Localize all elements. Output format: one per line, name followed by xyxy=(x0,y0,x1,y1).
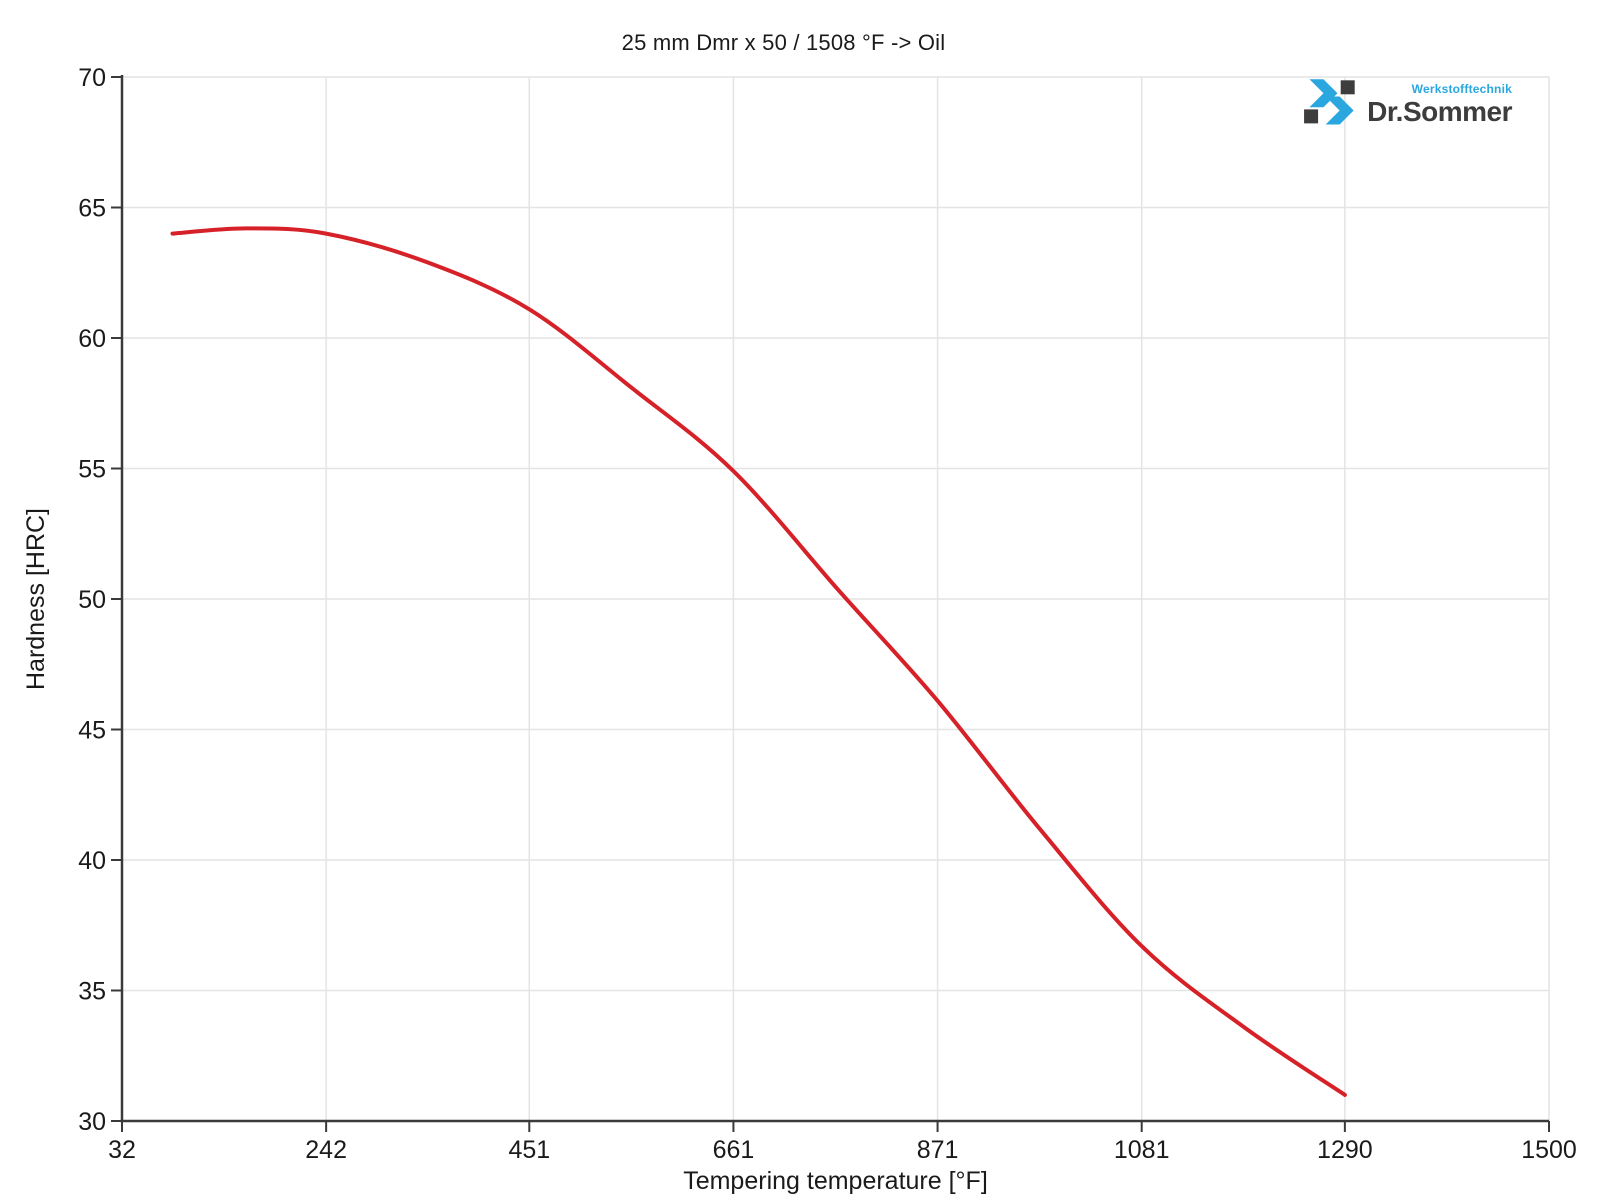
x-tick-label: 1290 xyxy=(1317,1136,1373,1164)
y-tick-label: 35 xyxy=(78,978,106,1006)
x-tick-label: 32 xyxy=(108,1136,136,1164)
tick-marks xyxy=(111,76,1550,1132)
x-tick-labels: 32 242 451 661 871 1081 1290 1500 xyxy=(108,1136,1577,1164)
x-tick-label: 451 xyxy=(508,1136,550,1164)
x-tick-label: 661 xyxy=(713,1136,755,1164)
y-tick-label: 65 xyxy=(78,195,106,223)
y-tick-label: 45 xyxy=(78,717,106,745)
y-tick-label: 70 xyxy=(78,64,106,92)
y-tick-label: 50 xyxy=(78,586,106,614)
logo-square-top-right xyxy=(1340,80,1355,95)
y-tick-label: 55 xyxy=(78,456,106,484)
logo-chevron-top xyxy=(1309,79,1338,108)
y-axis-title: Hardness [HRC] xyxy=(22,508,50,690)
logo-tagline: Werkstofftechnik xyxy=(1411,82,1512,96)
y-tick-label: 30 xyxy=(78,1108,106,1136)
chart-title: 25 mm Dmr x 50 / 1508 °F -> Oil xyxy=(621,30,946,55)
logo-brand: Dr.Sommer xyxy=(1367,96,1512,127)
y-tick-label: 60 xyxy=(78,325,106,353)
x-tick-label: 1081 xyxy=(1114,1136,1170,1164)
y-tick-label: 40 xyxy=(78,847,106,875)
dr-sommer-logo-icon xyxy=(1304,79,1355,125)
x-tick-label: 871 xyxy=(917,1136,959,1164)
logo-chevron-bottom xyxy=(1325,96,1354,125)
logo-square-bottom-left xyxy=(1304,109,1319,124)
hardness-curve xyxy=(170,226,1347,1097)
x-axis-title: Tempering temperature [°F] xyxy=(683,1167,988,1195)
brand-logo: Werkstofftechnik Dr.Sommer xyxy=(1303,78,1512,130)
x-tick-label: 242 xyxy=(305,1136,347,1164)
x-tick-label: 1500 xyxy=(1521,1136,1577,1164)
y-tick-labels: 30 35 40 45 50 55 60 65 70 xyxy=(78,64,106,1136)
